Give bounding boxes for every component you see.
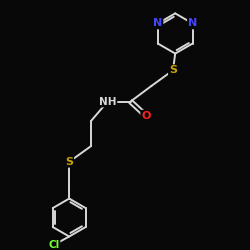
Text: S: S xyxy=(169,65,177,75)
Text: NH: NH xyxy=(99,96,116,106)
Text: N: N xyxy=(153,18,162,28)
Text: S: S xyxy=(65,157,73,167)
Text: Cl: Cl xyxy=(48,240,60,250)
Text: N: N xyxy=(188,18,197,28)
Text: O: O xyxy=(141,111,150,121)
